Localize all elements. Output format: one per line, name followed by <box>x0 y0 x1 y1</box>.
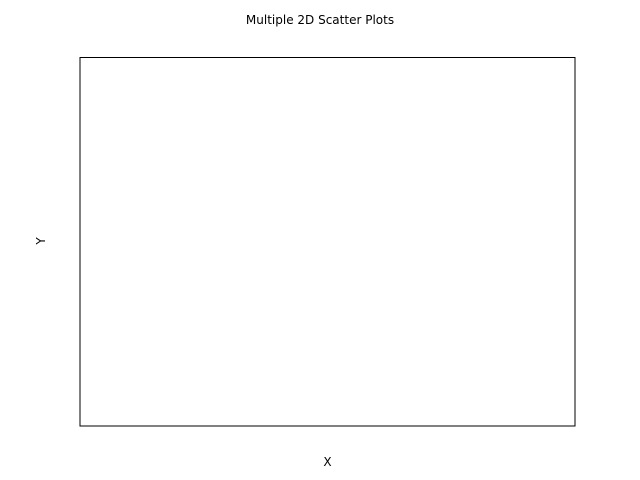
plot-area <box>79 57 576 427</box>
y-axis-label: Y <box>34 237 48 246</box>
chart-title: Multiple 2D Scatter Plots <box>246 13 394 27</box>
x-axis-label: X <box>323 455 331 469</box>
